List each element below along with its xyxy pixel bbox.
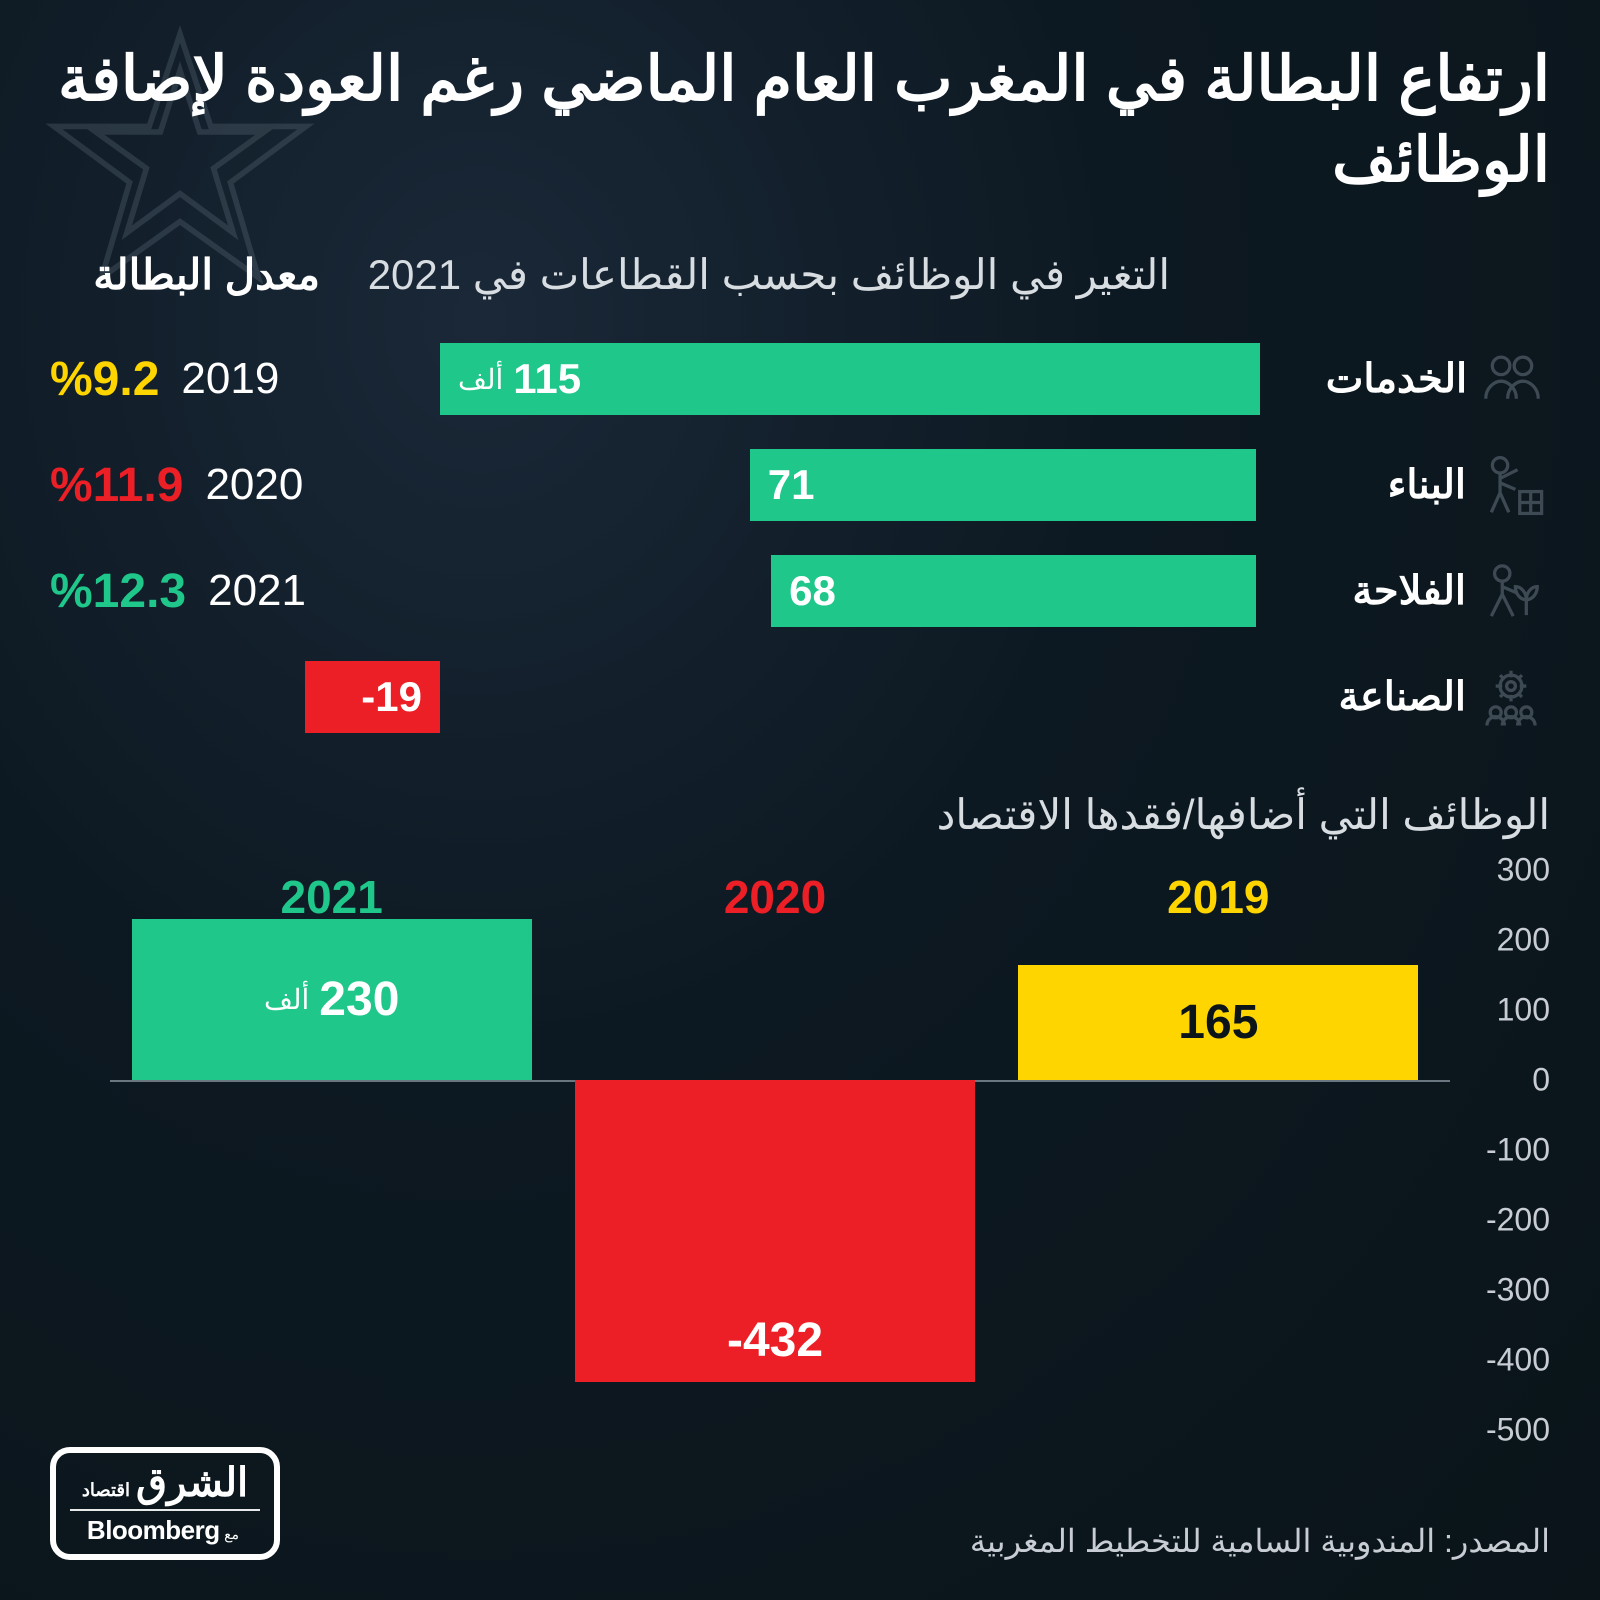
jobs-tick: 300 <box>1497 852 1550 889</box>
jobs-tick: 100 <box>1497 992 1550 1029</box>
jobs-subtitle: الوظائف التي أضافها/فقدها الاقتصاد <box>937 790 1550 839</box>
jobs-column: 2020 432- <box>575 870 975 1430</box>
unemployment-year: 2019 <box>181 354 279 404</box>
sector-bar-chart: الخدمات115ألفالبناء71الفلاحة68الصناعة19- <box>440 330 1550 754</box>
jobs-y-axis: 3002001000100-200-300-400-500- <box>1450 870 1550 1430</box>
brand-logo: اقتصاد الشرق Bloomberg مع <box>50 1447 280 1560</box>
jobs-bar-chart: 3002001000100-200-300-400-500-2021230ألف… <box>110 870 1550 1430</box>
unemployment-value: %11.9 <box>50 458 183 513</box>
jobs-tick: 200- <box>1486 1202 1550 1239</box>
sector-bar: 68 <box>771 555 1256 627</box>
sector-label: الفلاحة <box>1256 568 1466 614</box>
unemployment-value: %9.2 <box>50 352 159 407</box>
jobs-year-label: 2019 <box>1018 870 1418 924</box>
logo-bloomberg: Bloomberg <box>87 1515 220 1545</box>
unemployment-row: 2021 %12.3 <box>50 542 380 640</box>
sector-bar-area: 71 <box>440 449 1256 521</box>
logo-with: مع <box>224 1526 239 1542</box>
jobs-tick: 100- <box>1486 1132 1550 1169</box>
unemployment-year: 2021 <box>208 566 306 616</box>
unemployment-rate-list: 2019 %9.2 2020 %11.9 2021 %12.3 <box>50 330 380 648</box>
sector-bar: 115ألف <box>440 343 1260 415</box>
sector-bar: 71 <box>750 449 1256 521</box>
jobs-tick: 0 <box>1532 1062 1550 1099</box>
jobs-tick: 200 <box>1497 922 1550 959</box>
sector-label: الصناعة <box>1256 674 1466 720</box>
agriculture-icon <box>1472 552 1550 630</box>
sector-bar-area: 68 <box>440 555 1256 627</box>
construction-icon <box>1472 446 1550 524</box>
unemployment-year: 2020 <box>205 460 303 510</box>
sector-bar: 19- <box>305 661 440 733</box>
unemployment-title: معدل البطالة <box>93 250 320 299</box>
sector-label: البناء <box>1256 462 1466 508</box>
jobs-year-label: 2021 <box>132 870 532 924</box>
jobs-bar: 230ألف <box>132 919 532 1080</box>
sector-subtitle: التغير في الوظائف بحسب القطاعات في 2021 <box>368 250 1170 299</box>
sector-row: الخدمات115ألف <box>440 330 1550 428</box>
logo-arabic-sub: اقتصاد <box>82 1480 130 1501</box>
logo-arabic: الشرق <box>136 1463 248 1503</box>
jobs-column: 2019 165 <box>1018 870 1418 1430</box>
jobs-bars-container: 2021230ألف 2020 432- 2019 165 <box>110 870 1440 1430</box>
unemployment-value: %12.3 <box>50 564 186 619</box>
jobs-bar: 165 <box>1018 965 1418 1081</box>
industry-icon <box>1472 658 1550 736</box>
sector-bar-area: 115ألف <box>440 343 1260 415</box>
sector-row: البناء71 <box>440 436 1550 534</box>
jobs-column: 2021230ألف <box>132 870 532 1430</box>
unemployment-row: 2020 %11.9 <box>50 436 380 534</box>
jobs-year-label: 2020 <box>575 870 975 924</box>
source-text: المصدر: المندوبية السامية للتخطيط المغرب… <box>970 1522 1550 1560</box>
sector-row: الفلاحة68 <box>440 542 1550 640</box>
jobs-bar: 432- <box>575 1080 975 1382</box>
jobs-tick: 300- <box>1486 1272 1550 1309</box>
sector-row: الصناعة19- <box>440 648 1550 746</box>
services-icon <box>1473 340 1550 418</box>
main-title: ارتفاع البطالة في المغرب العام الماضي رغ… <box>50 40 1550 201</box>
unemployment-row: 2019 %9.2 <box>50 330 380 428</box>
jobs-tick: 400- <box>1486 1342 1550 1379</box>
jobs-tick: 500- <box>1486 1412 1550 1449</box>
sector-label: الخدمات <box>1260 356 1467 402</box>
